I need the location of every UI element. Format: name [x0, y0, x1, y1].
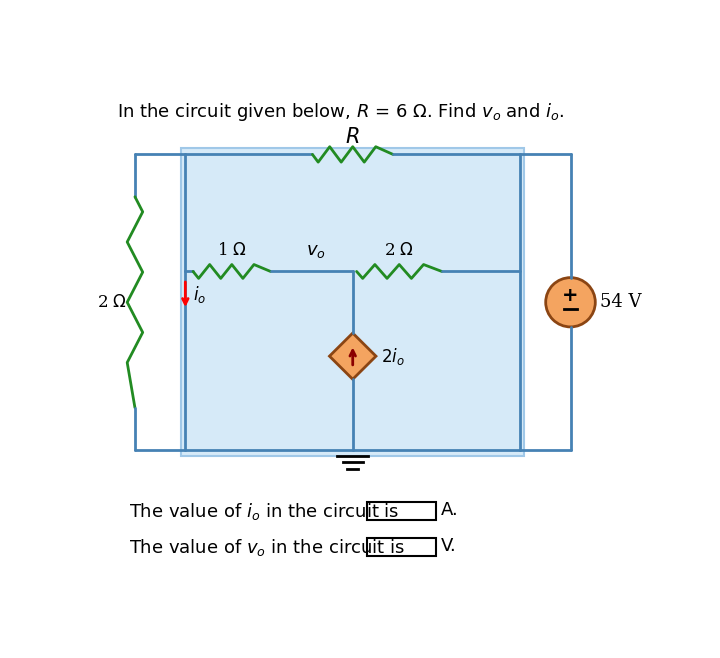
Text: In the circuit given below, $R$ = 6 $\Omega$. Find $v_o$ and $i_o$.: In the circuit given below, $R$ = 6 $\Om… [117, 101, 564, 122]
Text: A.: A. [441, 501, 459, 519]
Text: The value of $v_o$ in the circuit is: The value of $v_o$ in the circuit is [129, 537, 405, 558]
Polygon shape [181, 148, 524, 456]
Text: $2i_o$: $2i_o$ [381, 345, 405, 367]
Circle shape [546, 278, 595, 327]
Text: 1 $\Omega$: 1 $\Omega$ [217, 241, 247, 259]
Polygon shape [330, 333, 376, 379]
Text: 2 $\Omega$: 2 $\Omega$ [384, 241, 414, 259]
Text: V.: V. [441, 537, 456, 555]
Bar [367, 538, 436, 557]
Text: 2 $\Omega$: 2 $\Omega$ [96, 293, 127, 311]
Text: The value of $i_o$ in the circuit is: The value of $i_o$ in the circuit is [129, 501, 399, 522]
Text: $v_o$: $v_o$ [305, 241, 325, 259]
Bar [367, 501, 436, 520]
Text: 54 V: 54 V [600, 293, 642, 311]
Text: $i_o$: $i_o$ [193, 284, 206, 305]
Text: +: + [562, 286, 579, 305]
Text: $R$: $R$ [346, 128, 360, 147]
